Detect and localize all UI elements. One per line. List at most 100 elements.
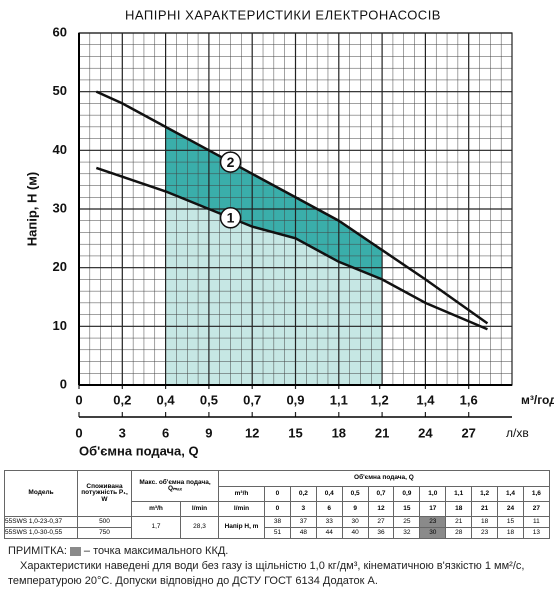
- table-row: 55SWS 1,0-30-0,55 750 51 48 44 40 36 32 30 28 23 18…: [4, 527, 550, 539]
- header-cell: 1,4: [497, 486, 524, 502]
- header-cell: 9: [341, 501, 369, 517]
- header-cell: 1,0: [419, 486, 447, 502]
- x2-tick-label: 0,7: [243, 392, 261, 407]
- header-cell: 0: [264, 501, 291, 517]
- y-tick-label: 0: [60, 376, 67, 391]
- table-cell: 1,7: [131, 516, 181, 539]
- table-cell: 44: [315, 527, 343, 539]
- table-cell: 55SWS 1,0-30-0,55: [4, 527, 78, 539]
- x-tick-label: 27: [461, 425, 475, 440]
- y-axis-label: Напір, Н (м): [24, 172, 39, 247]
- y-tick-label: 50: [53, 83, 67, 98]
- table-row: 55SWS 1,0-23-0,37 500 1,7 28,3 Напір Н, m 38 3…: [4, 516, 550, 539]
- header-cell: 24: [497, 501, 524, 517]
- header-cell: 0,5: [341, 486, 369, 502]
- header-cell: 0: [264, 486, 291, 502]
- x2-tick-label: 0,9: [286, 392, 304, 407]
- x-tick-label: 3: [119, 425, 126, 440]
- table-cell: 55SWS 1,0-23-0,37: [4, 516, 78, 528]
- table-cell: 33: [315, 516, 343, 528]
- table-cell: 18: [471, 516, 499, 528]
- table-cell: 30: [419, 527, 447, 539]
- y-tick-label: 40: [53, 142, 67, 157]
- table-cell: 28: [445, 527, 473, 539]
- header-cell: Макс. об'ємна подача, Qₘₐₓ: [130, 470, 220, 502]
- header-cell: 18: [445, 501, 473, 517]
- y-tick-label: 30: [53, 200, 67, 215]
- x-tick-label: 21: [375, 425, 389, 440]
- table-cell: 40: [341, 527, 369, 539]
- x-tick-label: 0: [75, 425, 82, 440]
- header-cell: Об'ємна подача, Q: [218, 470, 550, 487]
- x2-tick-label: 1,1: [330, 392, 348, 407]
- curve-marker: [219, 151, 242, 173]
- x-tick-label: 9: [205, 425, 212, 440]
- header-cell: Модель: [4, 470, 78, 517]
- chart: НАПІРНІ ХАРАКТЕРИСТИКИ ЕЛЕКТРОНАСОСІВ На…: [24, 7, 554, 458]
- curve-marker: [219, 207, 242, 229]
- x-unit: л/хв: [506, 426, 529, 440]
- y-tick-label: 60: [53, 24, 67, 39]
- table-cell: 30: [341, 516, 369, 528]
- x2-tick-label: 0,4: [157, 392, 176, 407]
- header-cell: m³/h: [131, 501, 181, 517]
- header-cell: 0,7: [367, 486, 395, 502]
- x2-tick-label: 1,4: [416, 392, 435, 407]
- table-cell: 500: [77, 516, 132, 528]
- table-cell: 23: [471, 527, 499, 539]
- y-tick-label: 10: [53, 318, 67, 333]
- header-cell: 0,4: [315, 486, 343, 502]
- header-cell: 15: [393, 501, 421, 517]
- note-text: – точка максимального ККД.: [83, 545, 229, 557]
- x2-unit: м³/год: [521, 393, 554, 407]
- x-tick-label: 6: [162, 425, 169, 440]
- header-cell: Споживана потужність P₁, W: [77, 470, 132, 517]
- header-cell: 0,2: [289, 486, 317, 502]
- table-cell: 13: [522, 527, 550, 539]
- header-cell: 1,1: [445, 486, 473, 502]
- table-cell: 38: [264, 516, 291, 528]
- table-cell: 15: [497, 516, 524, 528]
- header-cell: 0,9: [393, 486, 421, 502]
- table-cell: 25: [393, 516, 421, 528]
- curve-label: 2: [227, 154, 235, 170]
- table-cell: 37: [289, 516, 317, 528]
- table-cell: 32: [393, 527, 421, 539]
- x-axis-label: Об'ємна подача, Q: [79, 443, 199, 458]
- note-line: ПРИМІТКА: – точка максимального ККД.: [8, 544, 548, 559]
- x2-tick-label: 1,2: [371, 392, 389, 407]
- table-cell: 11: [522, 516, 550, 528]
- table-cell: 36: [367, 527, 395, 539]
- header-cell: 1,6: [522, 486, 550, 502]
- x-tick-label: 18: [332, 425, 346, 440]
- table-cell: 23: [419, 516, 447, 528]
- table-cell: 18: [497, 527, 524, 539]
- x-tick-label: 12: [245, 425, 259, 440]
- chart-title: НАПІРНІ ХАРАКТЕРИСТИКИ ЕЛЕКТРОНАСОСІВ: [125, 7, 441, 22]
- header-cell: 1,2: [471, 486, 499, 502]
- header-cell: Напір Н, m: [218, 516, 266, 539]
- y-tick-label: 20: [53, 259, 67, 274]
- note-body: Характеристики наведені для води без газ…: [8, 560, 525, 587]
- header-cell: 6: [315, 501, 343, 517]
- header-cell: 21: [471, 501, 499, 517]
- pump-curve: [95, 90, 489, 325]
- header-cell: 17: [419, 501, 447, 517]
- x2-tick-label: 1,6: [460, 392, 478, 407]
- table-cell: 750: [77, 527, 132, 539]
- curve-label: 1: [227, 210, 235, 226]
- header-cell: l/min: [218, 501, 266, 517]
- table-cell: 21: [445, 516, 473, 528]
- x2-tick-label: 0: [75, 392, 82, 407]
- header-cell: m³/h: [218, 486, 266, 502]
- x-tick-label: 24: [418, 425, 433, 440]
- notes: ПРИМІТКА: – точка максимального ККД. Хара…: [8, 544, 548, 589]
- data-table: Модель Споживана потужність P₁, W Макс. об…: [4, 470, 550, 539]
- header-cell: 12: [367, 501, 395, 517]
- table-cell: 48: [289, 527, 317, 539]
- pump-curve: [95, 166, 488, 331]
- x-tick-label: 15: [288, 425, 302, 440]
- header-cell: l/min: [179, 501, 220, 517]
- header-cell: 27: [522, 501, 550, 517]
